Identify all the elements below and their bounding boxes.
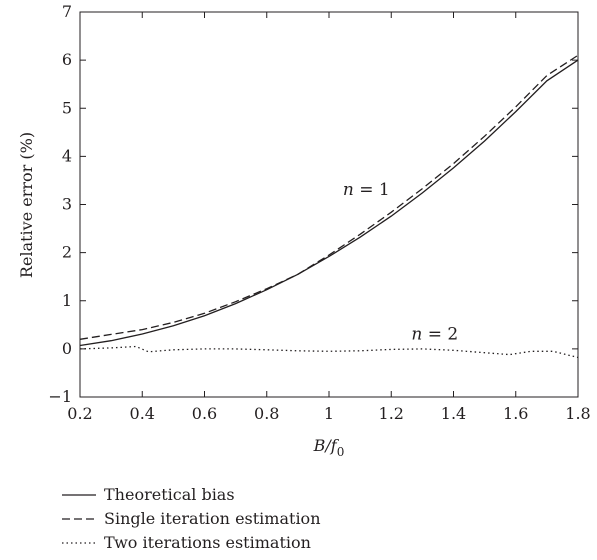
series-line-solid: [79, 59, 579, 347]
y-tick-label: 2: [62, 243, 72, 262]
x-axis-label-var: f: [330, 436, 340, 455]
legend-label: Two iterations estimation: [104, 533, 311, 552]
plot-frame: [79, 11, 579, 398]
ticks: 0.2 0.4 0.6 0.8 1 1.2 1.4 1.6 1.8 −1 0 1 2 3 4 5 6 7: [48, 2, 590, 423]
series-line-dotted: [79, 345, 579, 359]
y-tick-label: 3: [62, 195, 72, 214]
x-axis-label-sub: 0: [337, 445, 345, 459]
y-tick-label: 5: [62, 98, 72, 117]
x-tick-label: 1: [324, 404, 334, 423]
series-line-dashed: [79, 54, 579, 340]
y-tick-label: 7: [62, 2, 72, 21]
x-tick-label: 0.2: [67, 404, 92, 423]
y-tick-label: 0: [62, 339, 72, 358]
y-tick-label: 6: [62, 50, 72, 69]
legend-label: Theoretical bias: [104, 485, 235, 504]
annotations: n = 1 n = 2: [343, 180, 458, 344]
series-layer: [79, 54, 579, 359]
x-tick-label: 1.2: [379, 404, 404, 423]
y-axis-label: Relative error (%): [17, 132, 36, 278]
x-tick-label: 0.8: [254, 404, 279, 423]
x-axis-label: B/f0: [313, 436, 345, 459]
x-axis-label-main: B/: [313, 436, 333, 455]
y-tick-label: 1: [62, 291, 72, 310]
legend: Theoretical bias Single iteration estimat…: [62, 485, 321, 552]
x-tick-label: 1.8: [565, 404, 590, 423]
y-tick-label: 4: [62, 146, 72, 165]
x-tick-label: 0.4: [130, 404, 155, 423]
x-tick-label: 1.6: [503, 404, 528, 423]
x-tick-label: 1.4: [441, 404, 466, 423]
series-annotation: n = 2: [411, 324, 458, 344]
series-annotation: n = 1: [343, 180, 390, 200]
y-tick-label: −1: [48, 387, 72, 406]
legend-label: Single iteration estimation: [104, 509, 321, 528]
x-tick-label: 0.6: [192, 404, 217, 423]
